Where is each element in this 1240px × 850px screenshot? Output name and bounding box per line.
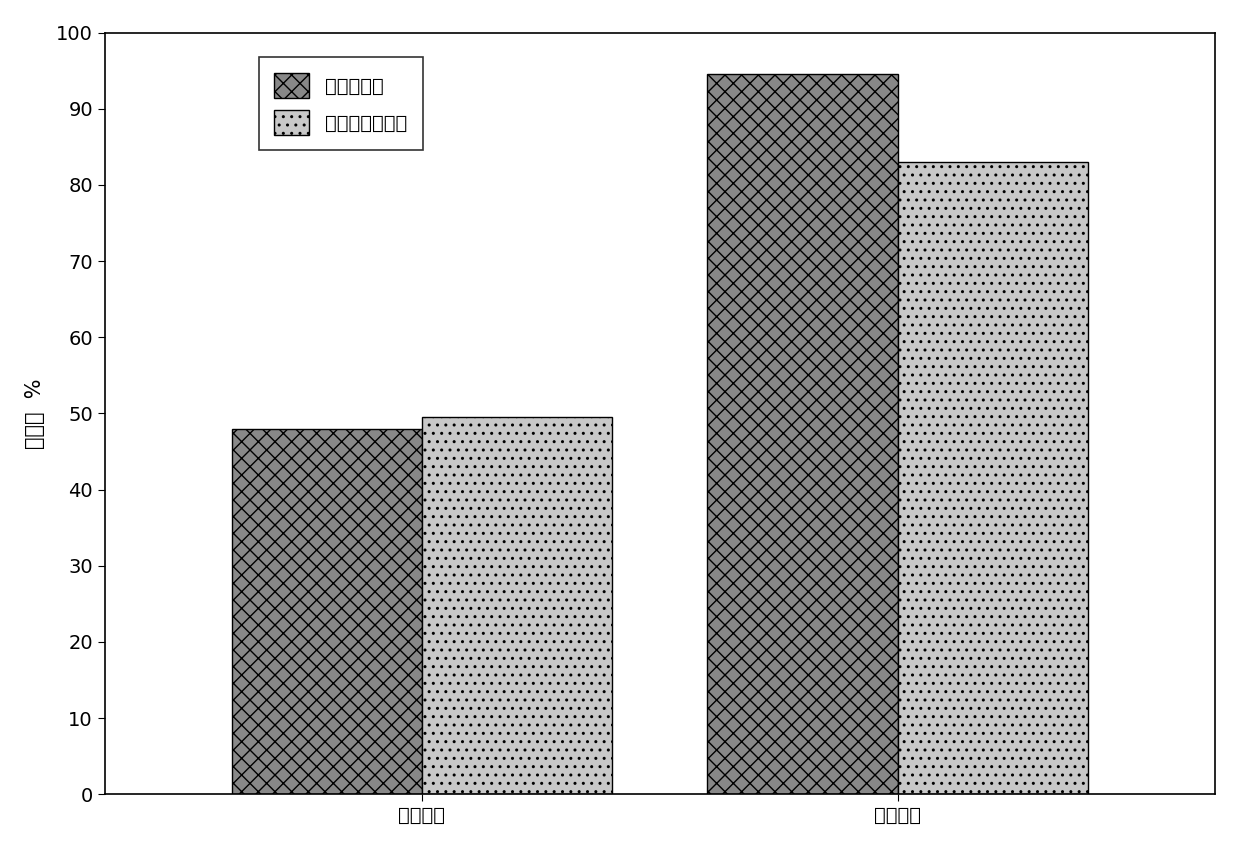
Bar xyxy=(232,428,422,794)
Bar xyxy=(708,75,898,794)
Bar xyxy=(898,162,1089,794)
Legend: 苯酚去除率, 总有机碳去除率: 苯酚去除率, 总有机碳去除率 xyxy=(259,58,423,150)
Bar xyxy=(422,417,613,794)
Y-axis label: 去除率  %: 去除率 % xyxy=(25,378,45,449)
